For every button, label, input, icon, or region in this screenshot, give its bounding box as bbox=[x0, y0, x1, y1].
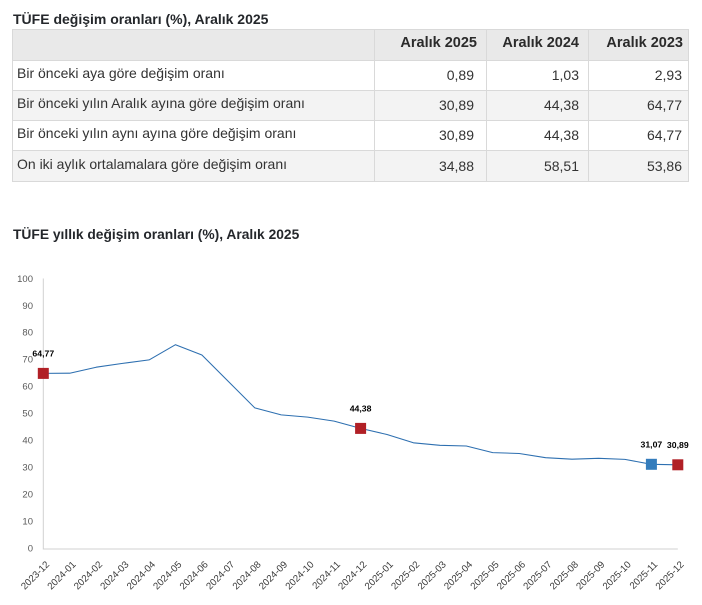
svg-text:30,89: 30,89 bbox=[667, 440, 689, 450]
svg-text:40: 40 bbox=[22, 436, 33, 447]
svg-text:2024-10: 2024-10 bbox=[284, 559, 317, 592]
svg-text:31,07: 31,07 bbox=[641, 439, 663, 449]
svg-text:80: 80 bbox=[22, 328, 33, 339]
svg-text:30: 30 bbox=[22, 462, 33, 473]
svg-text:10: 10 bbox=[22, 516, 33, 527]
svg-text:2025-10: 2025-10 bbox=[601, 559, 634, 592]
svg-text:100: 100 bbox=[17, 274, 33, 285]
svg-text:2025-12: 2025-12 bbox=[654, 559, 687, 592]
svg-text:90: 90 bbox=[22, 301, 33, 312]
svg-text:64,77: 64,77 bbox=[32, 348, 54, 358]
svg-text:70: 70 bbox=[22, 355, 33, 366]
svg-text:0: 0 bbox=[28, 543, 33, 554]
svg-text:50: 50 bbox=[22, 409, 33, 420]
svg-text:20: 20 bbox=[22, 489, 33, 500]
svg-text:44,38: 44,38 bbox=[350, 403, 372, 413]
svg-text:60: 60 bbox=[22, 382, 33, 393]
